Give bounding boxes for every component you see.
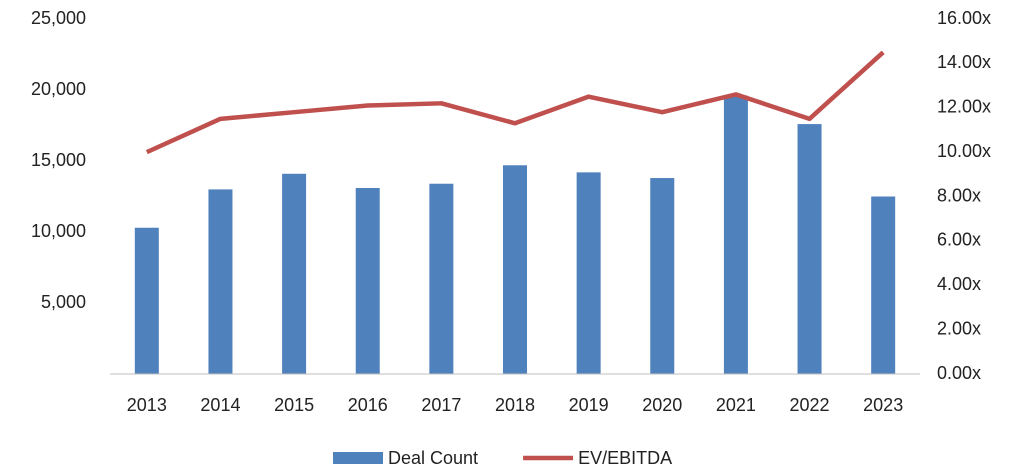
y2-tick-label: 4.00x bbox=[937, 274, 981, 294]
x-tick-label: 2023 bbox=[863, 395, 903, 415]
y2-tick-label: 0.00x bbox=[937, 363, 981, 383]
x-tick-label: 2021 bbox=[716, 395, 756, 415]
x-tick-label: 2014 bbox=[200, 395, 240, 415]
y-tick-label: 5,000 bbox=[41, 292, 86, 312]
y2-tick-label: 16.00x bbox=[937, 8, 991, 28]
y2-tick-label: 10.00x bbox=[937, 141, 991, 161]
x-tick-label: 2017 bbox=[421, 395, 461, 415]
y2-tick-label: 14.00x bbox=[937, 52, 991, 72]
y-tick-label: 20,000 bbox=[31, 79, 86, 99]
bar bbox=[871, 196, 896, 374]
bar bbox=[503, 165, 527, 374]
legend-swatch bbox=[333, 452, 383, 464]
x-tick-label: 2015 bbox=[274, 395, 314, 415]
bar bbox=[797, 124, 822, 374]
x-tick-label: 2019 bbox=[569, 395, 609, 415]
x-tick-label: 2016 bbox=[348, 395, 388, 415]
y-tick-label: 10,000 bbox=[31, 221, 86, 241]
y-tick-label: 25,000 bbox=[31, 8, 86, 28]
legend-label: EV/EBITDA bbox=[578, 448, 672, 468]
y2-tick-label: 6.00x bbox=[937, 230, 981, 250]
bar bbox=[723, 95, 748, 375]
y2-tick-label: 12.00x bbox=[937, 97, 991, 117]
x-tick-label: 2020 bbox=[642, 395, 682, 415]
x-tick-label: 2018 bbox=[495, 395, 535, 415]
bar bbox=[429, 183, 454, 374]
y2-tick-label: 2.00x bbox=[937, 318, 981, 338]
bar bbox=[282, 173, 307, 374]
bar bbox=[576, 172, 601, 374]
y2-tick-label: 8.00x bbox=[937, 185, 981, 205]
bar bbox=[650, 178, 675, 374]
line bbox=[145, 50, 885, 155]
x-tick-label: 2013 bbox=[127, 395, 167, 415]
x-tick-label: 2022 bbox=[790, 395, 830, 415]
bar bbox=[208, 189, 233, 374]
y-tick-label: 15,000 bbox=[31, 150, 86, 170]
legend-label: Deal Count bbox=[388, 448, 478, 468]
bar bbox=[355, 187, 380, 374]
bar bbox=[134, 227, 159, 374]
